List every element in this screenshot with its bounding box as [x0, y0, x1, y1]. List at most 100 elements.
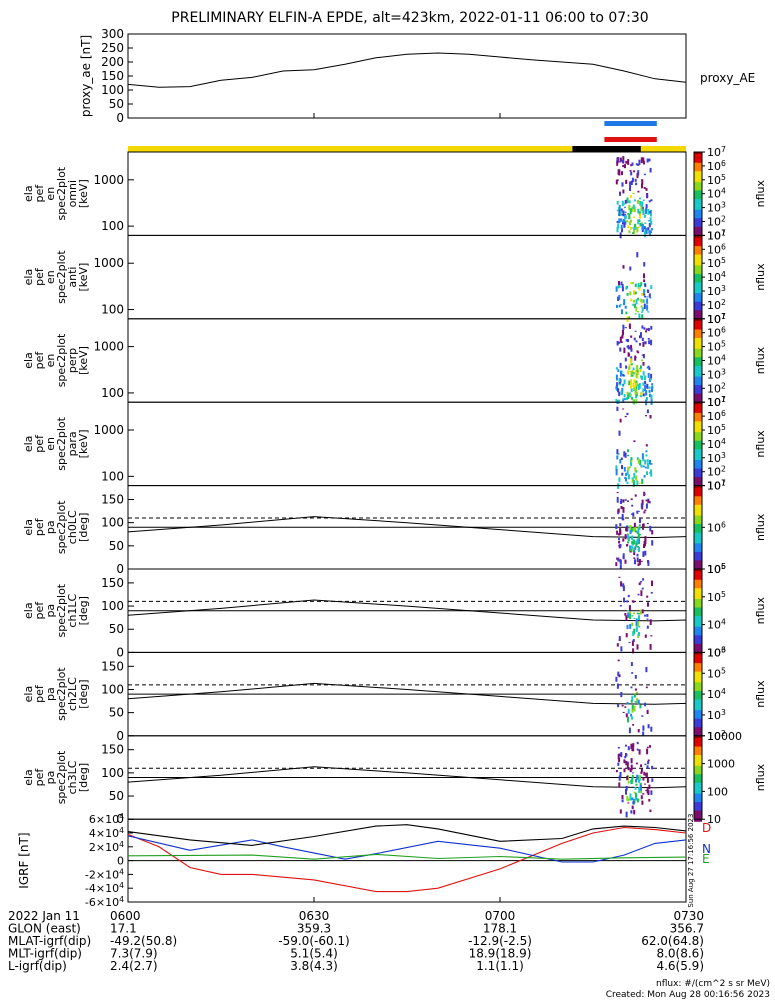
spectrogram-pixel — [626, 197, 629, 204]
colorbar-segment — [694, 569, 702, 572]
spectrogram-pixel — [624, 415, 627, 418]
colorbar-segment — [694, 438, 702, 442]
spectrogram-pixel — [650, 228, 653, 231]
spectrogram-pixel — [636, 531, 639, 535]
spectrogram-pixel — [649, 525, 652, 532]
spectrogram-pixel — [617, 671, 620, 677]
spectrogram-pixel — [627, 339, 629, 343]
spectrogram-pixel — [627, 541, 629, 544]
spectrogram-pixel — [622, 583, 625, 588]
spectrogram-pixel — [622, 398, 625, 400]
spectrogram-pixel — [619, 347, 622, 352]
spectrogram-pixel — [633, 440, 636, 443]
spectrogram-pixel — [630, 298, 633, 302]
spectrogram-pixel — [624, 706, 627, 708]
spectrogram-pixel — [629, 187, 631, 191]
pa-ytick-label: 150 — [101, 493, 124, 507]
spectrogram-pixel — [630, 282, 633, 285]
units-note: nflux: #/(cm^2 s sr MeV) — [656, 979, 770, 989]
colorbar-segment — [694, 357, 702, 360]
colorbar-segment — [694, 620, 702, 623]
spectrogram-pixel — [651, 778, 654, 782]
colorbar-segment — [694, 228, 702, 232]
pa-losscone-curve — [127, 599, 687, 622]
colorbar-segment — [694, 549, 702, 553]
pitch-angle-ylabel: ch0LC — [66, 510, 79, 544]
colorbar-tick-label: 102 — [707, 464, 726, 479]
colorbar-segment — [694, 184, 702, 187]
spectrogram-pixel — [639, 518, 641, 524]
energy-spectrogram-ylabel: pef — [33, 184, 46, 203]
colorbar-segment — [694, 509, 702, 512]
spectrogram-pixel — [633, 549, 636, 553]
colorbar-segment — [694, 613, 702, 617]
spectrogram-pixel — [626, 293, 629, 296]
colorbar-segment — [694, 652, 702, 655]
colorbar-segment — [694, 248, 702, 251]
spectrogram-pixel — [639, 368, 642, 370]
colorbar-segment — [694, 419, 702, 422]
colorbar-segment — [694, 635, 702, 638]
spectrogram-pixel — [632, 372, 635, 375]
colorbar-segment — [694, 761, 702, 765]
spectrogram-pixel — [625, 761, 628, 766]
spectrogram-pixel — [616, 643, 619, 647]
proxy-ae-ytick-label: 50 — [109, 97, 124, 111]
footer-cell-value: 2.4(2.7) — [110, 959, 158, 973]
colorbar-segment — [694, 725, 702, 728]
spectrogram-pixel — [615, 676, 618, 682]
energy-ytick-label: 1000 — [93, 173, 124, 187]
colorbar-segment — [694, 199, 702, 202]
colorbar-segment — [694, 808, 702, 812]
spectrogram-pixel — [636, 479, 639, 481]
spectrogram-pixel — [637, 798, 640, 801]
colorbar-segment — [694, 628, 702, 632]
spectrogram-pixel — [638, 632, 640, 636]
colorbar-segment — [694, 789, 702, 792]
spectrogram-pixel — [635, 389, 638, 395]
spectrogram-pixel — [629, 548, 632, 553]
proxy-ae-frame — [127, 33, 687, 119]
spectrogram-pixel — [650, 472, 653, 477]
spectrogram-pixel — [641, 478, 644, 484]
spectrogram-pixel — [642, 388, 645, 393]
colorbar-segment — [694, 710, 702, 713]
spectrogram-pixel — [628, 727, 631, 734]
spectrogram-pixel — [644, 381, 647, 385]
spectrogram-pixel — [624, 499, 627, 501]
spectrogram-pixel — [618, 391, 621, 396]
spectrogram-pixel — [634, 355, 637, 361]
colorbar-tick-label: 107 — [707, 311, 726, 326]
spectrogram-pixel — [636, 774, 639, 778]
spectrogram-pixel — [619, 528, 622, 534]
spectrogram-pixel — [621, 200, 624, 207]
igrf-series-line — [127, 853, 687, 860]
spectrogram-pixel — [632, 600, 635, 603]
spectrogram-pixel — [643, 290, 646, 293]
colorbar-segment — [694, 395, 702, 399]
spectrogram-pixel — [636, 375, 639, 379]
spectrogram-pixel — [647, 327, 650, 332]
colorbar-segment — [694, 297, 702, 301]
colorbar-segment — [694, 316, 702, 320]
spectrogram-pixel — [632, 512, 635, 517]
colorbar-segment — [694, 517, 702, 521]
spectrogram-pixel — [633, 206, 636, 213]
spectrogram-pixel — [650, 463, 653, 465]
spectrogram-pixel — [620, 341, 623, 343]
spectrogram-pixel — [635, 783, 638, 786]
spectrogram-pixel — [630, 778, 633, 784]
spectrogram-pixel — [630, 379, 633, 384]
spectrogram-pixel — [644, 466, 647, 469]
spectrogram-pixel — [621, 182, 624, 187]
spectrogram-pixel — [632, 232, 634, 234]
footer-cell-value: 0600 — [110, 909, 141, 923]
colorbar-segment — [694, 541, 702, 544]
colorbar-segment — [694, 799, 702, 803]
colorbar-segment — [694, 462, 702, 465]
colorbar-tick-label: 102 — [707, 214, 726, 229]
footer-row-label: 2022 Jan 11 — [8, 909, 80, 923]
pitch-angle-colorbar — [694, 485, 702, 572]
colorbar-segment — [694, 472, 702, 476]
colorbar-tick-label: 101 — [707, 311, 726, 326]
